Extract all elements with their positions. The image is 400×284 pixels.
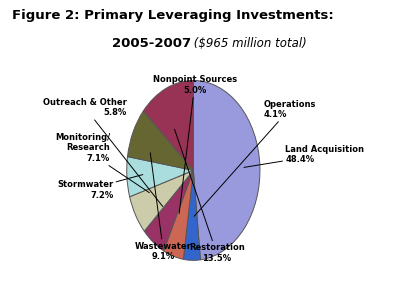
- Text: Outreach & Other
5.8%: Outreach & Other 5.8%: [43, 98, 163, 206]
- Text: ($965 million total): ($965 million total): [190, 37, 306, 50]
- Wedge shape: [144, 80, 193, 170]
- Wedge shape: [130, 170, 193, 231]
- Wedge shape: [144, 170, 193, 251]
- Text: Monitoring/
Research
7.1%: Monitoring/ Research 7.1%: [55, 133, 150, 193]
- Text: Stormwater
7.2%: Stormwater 7.2%: [57, 175, 143, 200]
- Text: Restoration
13.5%: Restoration 13.5%: [174, 129, 244, 263]
- Text: Wastewater
9.1%: Wastewater 9.1%: [135, 153, 192, 261]
- Text: Land Acquisition
48.4%: Land Acquisition 48.4%: [244, 145, 364, 167]
- Wedge shape: [193, 80, 260, 260]
- Text: 2005-2007: 2005-2007: [112, 37, 192, 50]
- Wedge shape: [183, 170, 200, 260]
- Text: Figure 2: Primary Leveraging Investments:: Figure 2: Primary Leveraging Investments…: [12, 9, 334, 22]
- Text: Operations
4.1%: Operations 4.1%: [194, 100, 316, 216]
- Wedge shape: [164, 170, 193, 259]
- Wedge shape: [128, 111, 193, 170]
- Wedge shape: [127, 157, 193, 197]
- Text: Nonpoint Sources
5.0%: Nonpoint Sources 5.0%: [153, 75, 237, 213]
